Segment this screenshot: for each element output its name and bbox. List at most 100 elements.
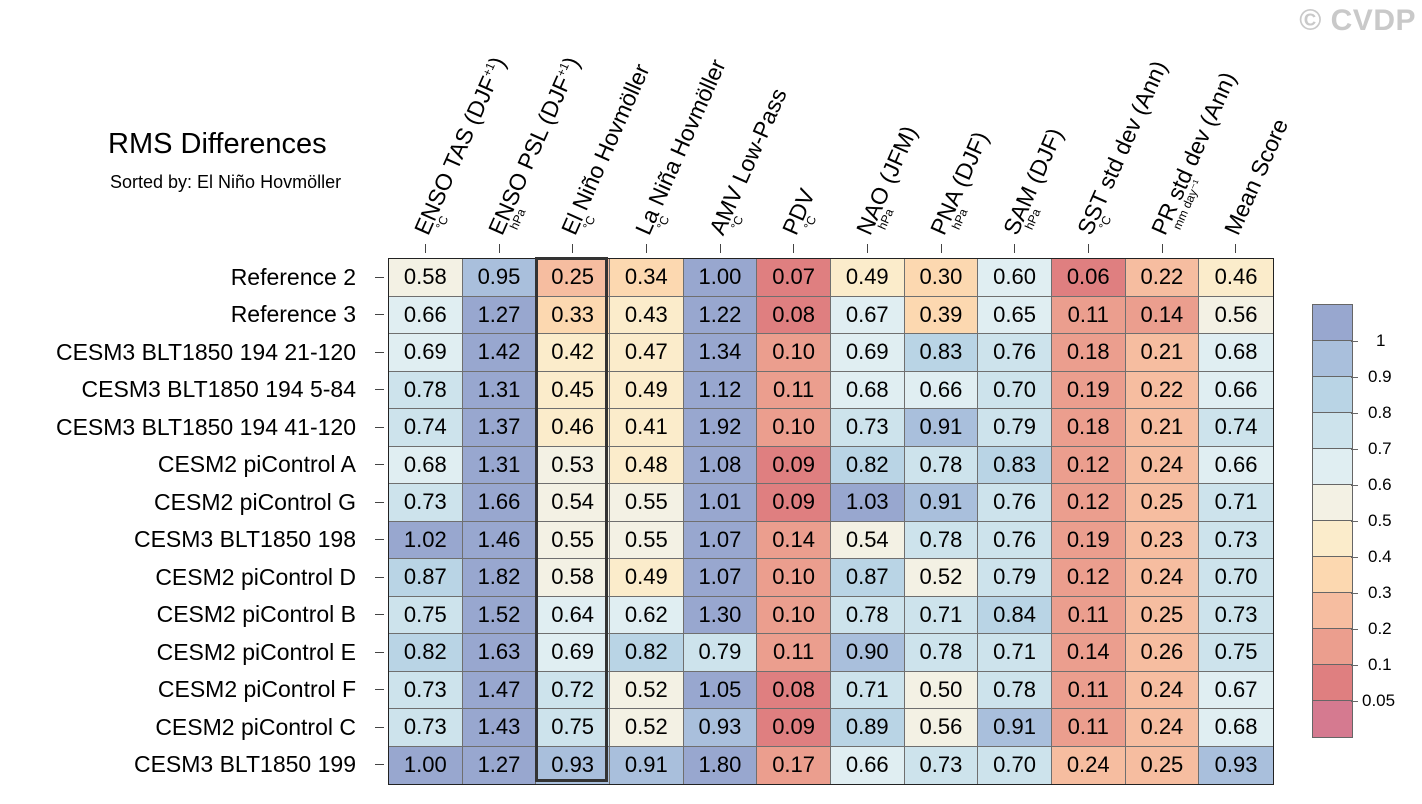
heatmap-cell: 0.66 — [1199, 371, 1273, 409]
heatmap-cell: 1.82 — [462, 559, 537, 597]
row-label-reference-3: Reference 3 — [230, 301, 356, 328]
heatmap-cell: 0.14 — [1125, 296, 1200, 334]
heatmap-cell: 1.63 — [462, 634, 537, 672]
heatmap-cell: 0.18 — [1051, 409, 1126, 447]
heatmap-cell: 0.87 — [830, 559, 905, 597]
colorbar-swatch — [1313, 701, 1352, 737]
column-header-superscript: +1 — [553, 60, 572, 79]
row-label-cesm2-picontrol-d: CESM2 piControl D — [155, 563, 356, 590]
heatmap-cell: 0.91 — [904, 409, 979, 447]
heatmap-cell: 1.43 — [462, 709, 537, 747]
heatmap-cell: 0.68 — [389, 446, 463, 484]
heatmap-grid: 0.58 0.95 0.25 0.34 1.00 0.07 0.49 0.30 0.60 0.06… — [388, 258, 1274, 785]
heatmap-cell: 0.48 — [609, 446, 684, 484]
colorbar-tick — [1351, 341, 1358, 342]
heatmap-cell: 0.24 — [1125, 559, 1200, 597]
heatmap-cell: 1.80 — [683, 746, 758, 784]
row-label-cesm2-picontrol-e: CESM2 piControl E — [156, 638, 356, 665]
y-tick — [375, 764, 384, 766]
heatmap-cell: 0.56 — [1199, 296, 1273, 334]
colorbar-tick — [1351, 413, 1358, 414]
heatmap-cell: 0.78 — [904, 634, 979, 672]
heatmap-cell: 0.70 — [978, 371, 1052, 409]
heatmap-cell: 0.10 — [757, 596, 831, 634]
heatmap-cell: 1.31 — [462, 446, 537, 484]
heatmap-cell: 0.39 — [904, 296, 979, 334]
heatmap-cell: 0.71 — [978, 634, 1052, 672]
heatmap-cell: 0.58 — [389, 259, 463, 297]
heatmap-cell: 0.71 — [830, 671, 905, 709]
heatmap-cell: 0.12 — [1051, 446, 1126, 484]
heatmap-cell: 0.58 — [536, 559, 610, 597]
heatmap-cell: 0.70 — [1199, 559, 1273, 597]
heatmap-cell: 0.33 — [536, 296, 610, 334]
heatmap-cell: 0.26 — [1125, 634, 1200, 672]
column-header-text: PDV — [777, 184, 821, 239]
heatmap-cell: 0.93 — [536, 746, 610, 784]
heatmap-cell: 0.91 — [978, 709, 1052, 747]
y-tick — [375, 651, 384, 653]
colorbar-tick — [1351, 377, 1358, 378]
heatmap-cell: 0.71 — [1199, 484, 1273, 522]
heatmap-cell: 0.54 — [830, 521, 905, 559]
heatmap-cell: 0.64 — [536, 596, 610, 634]
heatmap-cell: 0.49 — [609, 371, 684, 409]
heatmap-cell: 0.69 — [536, 634, 610, 672]
heatmap-cell: 0.83 — [904, 334, 979, 372]
x-tick — [572, 244, 574, 253]
heatmap-cell: 0.93 — [683, 709, 758, 747]
heatmap-cell: 0.76 — [978, 334, 1052, 372]
heatmap-cell: 0.78 — [904, 446, 979, 484]
heatmap-cell: 0.55 — [536, 521, 610, 559]
colorbar-label: 0.7 — [1368, 439, 1392, 458]
heatmap-cell: 0.71 — [904, 596, 979, 634]
heatmap-cell: 0.69 — [389, 334, 463, 372]
y-tick — [375, 539, 384, 541]
watermark: © CVDP — [1299, 4, 1416, 37]
colorbar-swatch — [1313, 413, 1352, 449]
heatmap-cell: 0.22 — [1125, 259, 1200, 297]
row-label-cesm2-picontrol-g: CESM2 piControl G — [154, 488, 356, 515]
y-tick — [375, 576, 384, 578]
heatmap-cell: 0.87 — [389, 559, 463, 597]
colorbar-swatch — [1313, 485, 1352, 521]
heatmap-cell: 0.10 — [757, 334, 831, 372]
colorbar-swatch — [1313, 341, 1352, 377]
heatmap-cell: 0.70 — [978, 746, 1052, 784]
heatmap-cell: 1.92 — [683, 409, 758, 447]
heatmap-cell: 0.08 — [757, 671, 831, 709]
y-tick — [375, 426, 384, 428]
heatmap-cell: 1.27 — [462, 746, 537, 784]
heatmap-cell: 0.52 — [609, 671, 684, 709]
colorbar-swatch — [1313, 305, 1352, 341]
heatmap-cell: 0.84 — [978, 596, 1052, 634]
heatmap-cell: 0.11 — [1051, 709, 1126, 747]
heatmap-cell: 0.73 — [1199, 521, 1273, 559]
heatmap-cell: 0.55 — [609, 521, 684, 559]
heatmap-cell: 0.91 — [609, 746, 684, 784]
heatmap-cell: 0.75 — [1199, 634, 1273, 672]
colorbar-label: 0.4 — [1368, 547, 1392, 566]
heatmap-cell: 0.06 — [1051, 259, 1126, 297]
heatmap-cell: 0.24 — [1051, 746, 1126, 784]
row-label-cesm3-blt1850-194-41-120: CESM3 BLT1850 194 41-120 — [55, 413, 356, 440]
heatmap-cell: 0.55 — [609, 484, 684, 522]
y-tick — [375, 389, 384, 391]
heatmap-cell: 1.08 — [683, 446, 758, 484]
x-tick — [793, 244, 795, 253]
y-tick — [375, 726, 384, 728]
y-tick — [375, 689, 384, 691]
heatmap-cell: 0.49 — [830, 259, 905, 297]
heatmap-cell: 0.66 — [389, 296, 463, 334]
heatmap-cell: 0.34 — [609, 259, 684, 297]
colorbar-tick — [1351, 485, 1358, 486]
y-tick — [375, 614, 384, 616]
heatmap-cell: 1.27 — [462, 296, 537, 334]
heatmap-cell: 0.21 — [1125, 409, 1200, 447]
heatmap-cell: 0.42 — [536, 334, 610, 372]
heatmap-cell: 1.34 — [683, 334, 758, 372]
heatmap-cell: 0.65 — [978, 296, 1052, 334]
heatmap-cell: 0.52 — [609, 709, 684, 747]
heatmap-cell: 0.67 — [830, 296, 905, 334]
heatmap-cell: 0.82 — [389, 634, 463, 672]
